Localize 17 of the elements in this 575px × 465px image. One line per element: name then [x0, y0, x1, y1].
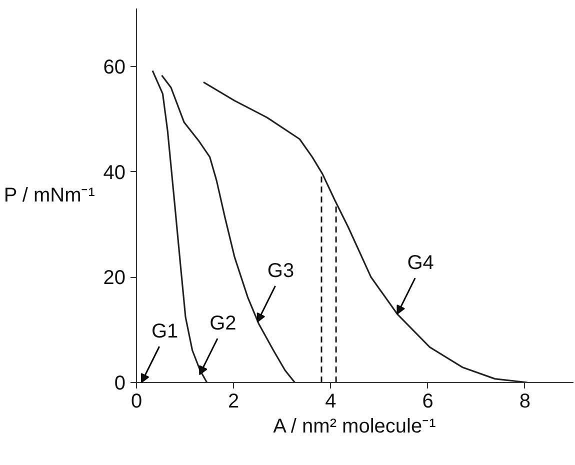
- annotation: G4: [407, 252, 434, 274]
- x-tick-label: 4: [325, 390, 336, 412]
- x-tick-label: 0: [130, 390, 142, 412]
- annotation: G1: [151, 320, 178, 342]
- x-axis-title: A / nm² molecule⁻¹: [273, 416, 436, 438]
- x-tick-label: 8: [519, 390, 531, 412]
- y-tick-label: 40: [103, 162, 126, 184]
- annotation: G3: [267, 260, 294, 282]
- y-tick-label: 60: [103, 56, 126, 78]
- line-series: [152, 70, 208, 382]
- x-tick-label: 6: [422, 390, 434, 412]
- line-series: [202, 81, 528, 382]
- annotation: G2: [210, 312, 236, 335]
- y-axis-title: P / mNm⁻¹: [4, 184, 96, 206]
- y-tick-label: 0: [114, 372, 126, 394]
- y-tick-label: 20: [103, 267, 126, 290]
- x-tick-label: 2: [228, 390, 240, 412]
